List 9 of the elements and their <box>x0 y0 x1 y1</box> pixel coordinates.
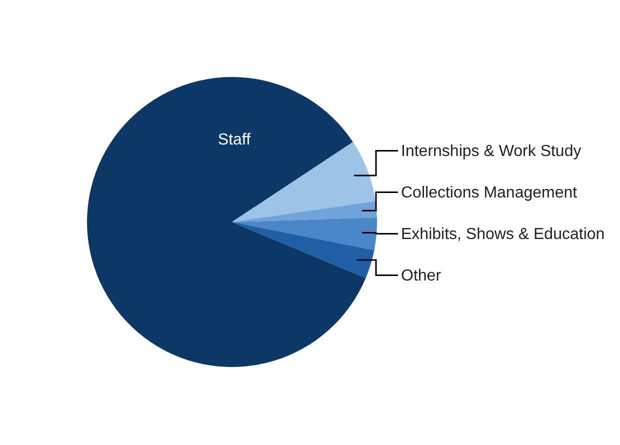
slice-label: Other <box>401 267 442 284</box>
pie-slice <box>232 217 377 250</box>
pie-slice <box>87 77 366 367</box>
slice-label: Staff <box>218 131 252 148</box>
slice-label: Collections Management <box>401 184 578 202</box>
pie-slice <box>232 222 374 278</box>
pie-slice <box>232 201 377 222</box>
slice-label: Internships & Work Study <box>401 142 582 160</box>
slice-label: Exhibits, Shows & Education <box>401 226 605 243</box>
